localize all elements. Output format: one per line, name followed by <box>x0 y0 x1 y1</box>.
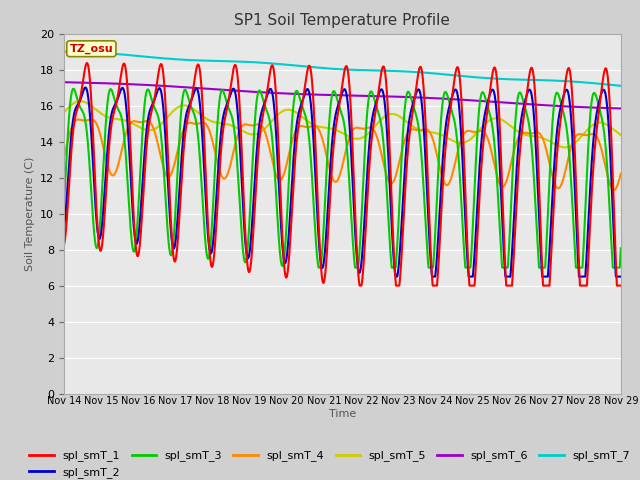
spl_smT_1 <box>60 242 68 248</box>
spl_smT_1 <box>298 104 306 110</box>
Legend: spl_smT_1, spl_smT_2, spl_smT_3, spl_smT_4, spl_smT_5, spl_smT_6, spl_smT_7: spl_smT_1, spl_smT_2, spl_smT_3, spl_smT… <box>25 446 635 480</box>
spl_smT_5 <box>606 124 614 130</box>
spl_smT_2 <box>274 159 282 165</box>
spl_smT_1 <box>83 60 91 66</box>
spl_smT_1 <box>356 283 364 288</box>
spl_smT_6 <box>606 105 614 111</box>
spl_smT_4 <box>610 187 618 193</box>
Line: spl_smT_6: spl_smT_6 <box>64 82 621 108</box>
spl_smT_5 <box>60 109 68 115</box>
spl_smT_5 <box>274 112 282 118</box>
spl_smT_6 <box>60 79 68 85</box>
spl_smT_3 <box>70 86 77 92</box>
spl_smT_3 <box>298 102 306 108</box>
spl_smT_5 <box>298 114 306 120</box>
spl_smT_7 <box>298 63 305 69</box>
spl_smT_2 <box>392 274 400 279</box>
spl_smT_4 <box>617 171 625 177</box>
spl_smT_1 <box>274 125 282 131</box>
Line: spl_smT_3: spl_smT_3 <box>64 89 621 267</box>
spl_smT_6 <box>124 81 131 87</box>
spl_smT_5 <box>157 121 164 127</box>
spl_smT_7 <box>157 55 164 61</box>
X-axis label: Time: Time <box>329 409 356 419</box>
Line: spl_smT_5: spl_smT_5 <box>64 101 621 147</box>
spl_smT_1 <box>547 270 554 276</box>
spl_smT_6 <box>157 83 164 89</box>
spl_smT_4 <box>157 154 164 159</box>
spl_smT_6 <box>617 106 625 111</box>
spl_smT_3 <box>157 130 164 135</box>
spl_smT_3 <box>60 201 68 207</box>
spl_smT_2 <box>617 274 625 279</box>
spl_smT_7 <box>546 78 554 84</box>
spl_smT_2 <box>81 84 89 90</box>
spl_smT_2 <box>606 151 614 157</box>
spl_smT_1 <box>157 61 164 67</box>
Line: spl_smT_1: spl_smT_1 <box>64 63 621 286</box>
spl_smT_4 <box>274 176 282 181</box>
Line: spl_smT_4: spl_smT_4 <box>64 120 621 190</box>
spl_smT_7 <box>274 61 282 67</box>
spl_smT_3 <box>606 218 614 224</box>
spl_smT_5 <box>124 119 132 124</box>
spl_smT_2 <box>298 100 306 106</box>
spl_smT_1 <box>124 88 132 94</box>
spl_smT_7 <box>124 52 131 58</box>
Line: spl_smT_2: spl_smT_2 <box>64 87 621 276</box>
spl_smT_5 <box>617 132 625 138</box>
spl_smT_7 <box>617 83 625 89</box>
spl_smT_2 <box>124 123 132 129</box>
spl_smT_4 <box>546 163 554 169</box>
spl_smT_5 <box>561 144 569 150</box>
spl_smT_4 <box>124 125 132 131</box>
spl_smT_1 <box>606 110 614 116</box>
spl_smT_7 <box>60 48 68 54</box>
spl_smT_5 <box>76 98 84 104</box>
Y-axis label: Soil Temperature (C): Soil Temperature (C) <box>24 156 35 271</box>
spl_smT_4 <box>606 181 614 187</box>
spl_smT_4 <box>88 117 95 122</box>
Title: SP1 Soil Temperature Profile: SP1 Soil Temperature Profile <box>234 13 451 28</box>
spl_smT_1 <box>617 283 625 288</box>
spl_smT_3 <box>274 218 282 224</box>
spl_smT_2 <box>60 225 68 231</box>
Text: TZ_osu: TZ_osu <box>70 44 113 54</box>
spl_smT_6 <box>546 103 554 108</box>
Line: spl_smT_7: spl_smT_7 <box>64 51 621 86</box>
spl_smT_7 <box>606 82 614 88</box>
spl_smT_5 <box>546 139 554 144</box>
spl_smT_6 <box>298 91 305 97</box>
spl_smT_6 <box>274 90 282 96</box>
spl_smT_2 <box>547 235 554 240</box>
spl_smT_3 <box>617 245 625 251</box>
spl_smT_3 <box>124 181 132 187</box>
spl_smT_2 <box>157 87 164 93</box>
spl_smT_3 <box>315 264 323 270</box>
spl_smT_3 <box>547 159 554 165</box>
spl_smT_4 <box>60 155 68 160</box>
spl_smT_4 <box>298 123 306 129</box>
